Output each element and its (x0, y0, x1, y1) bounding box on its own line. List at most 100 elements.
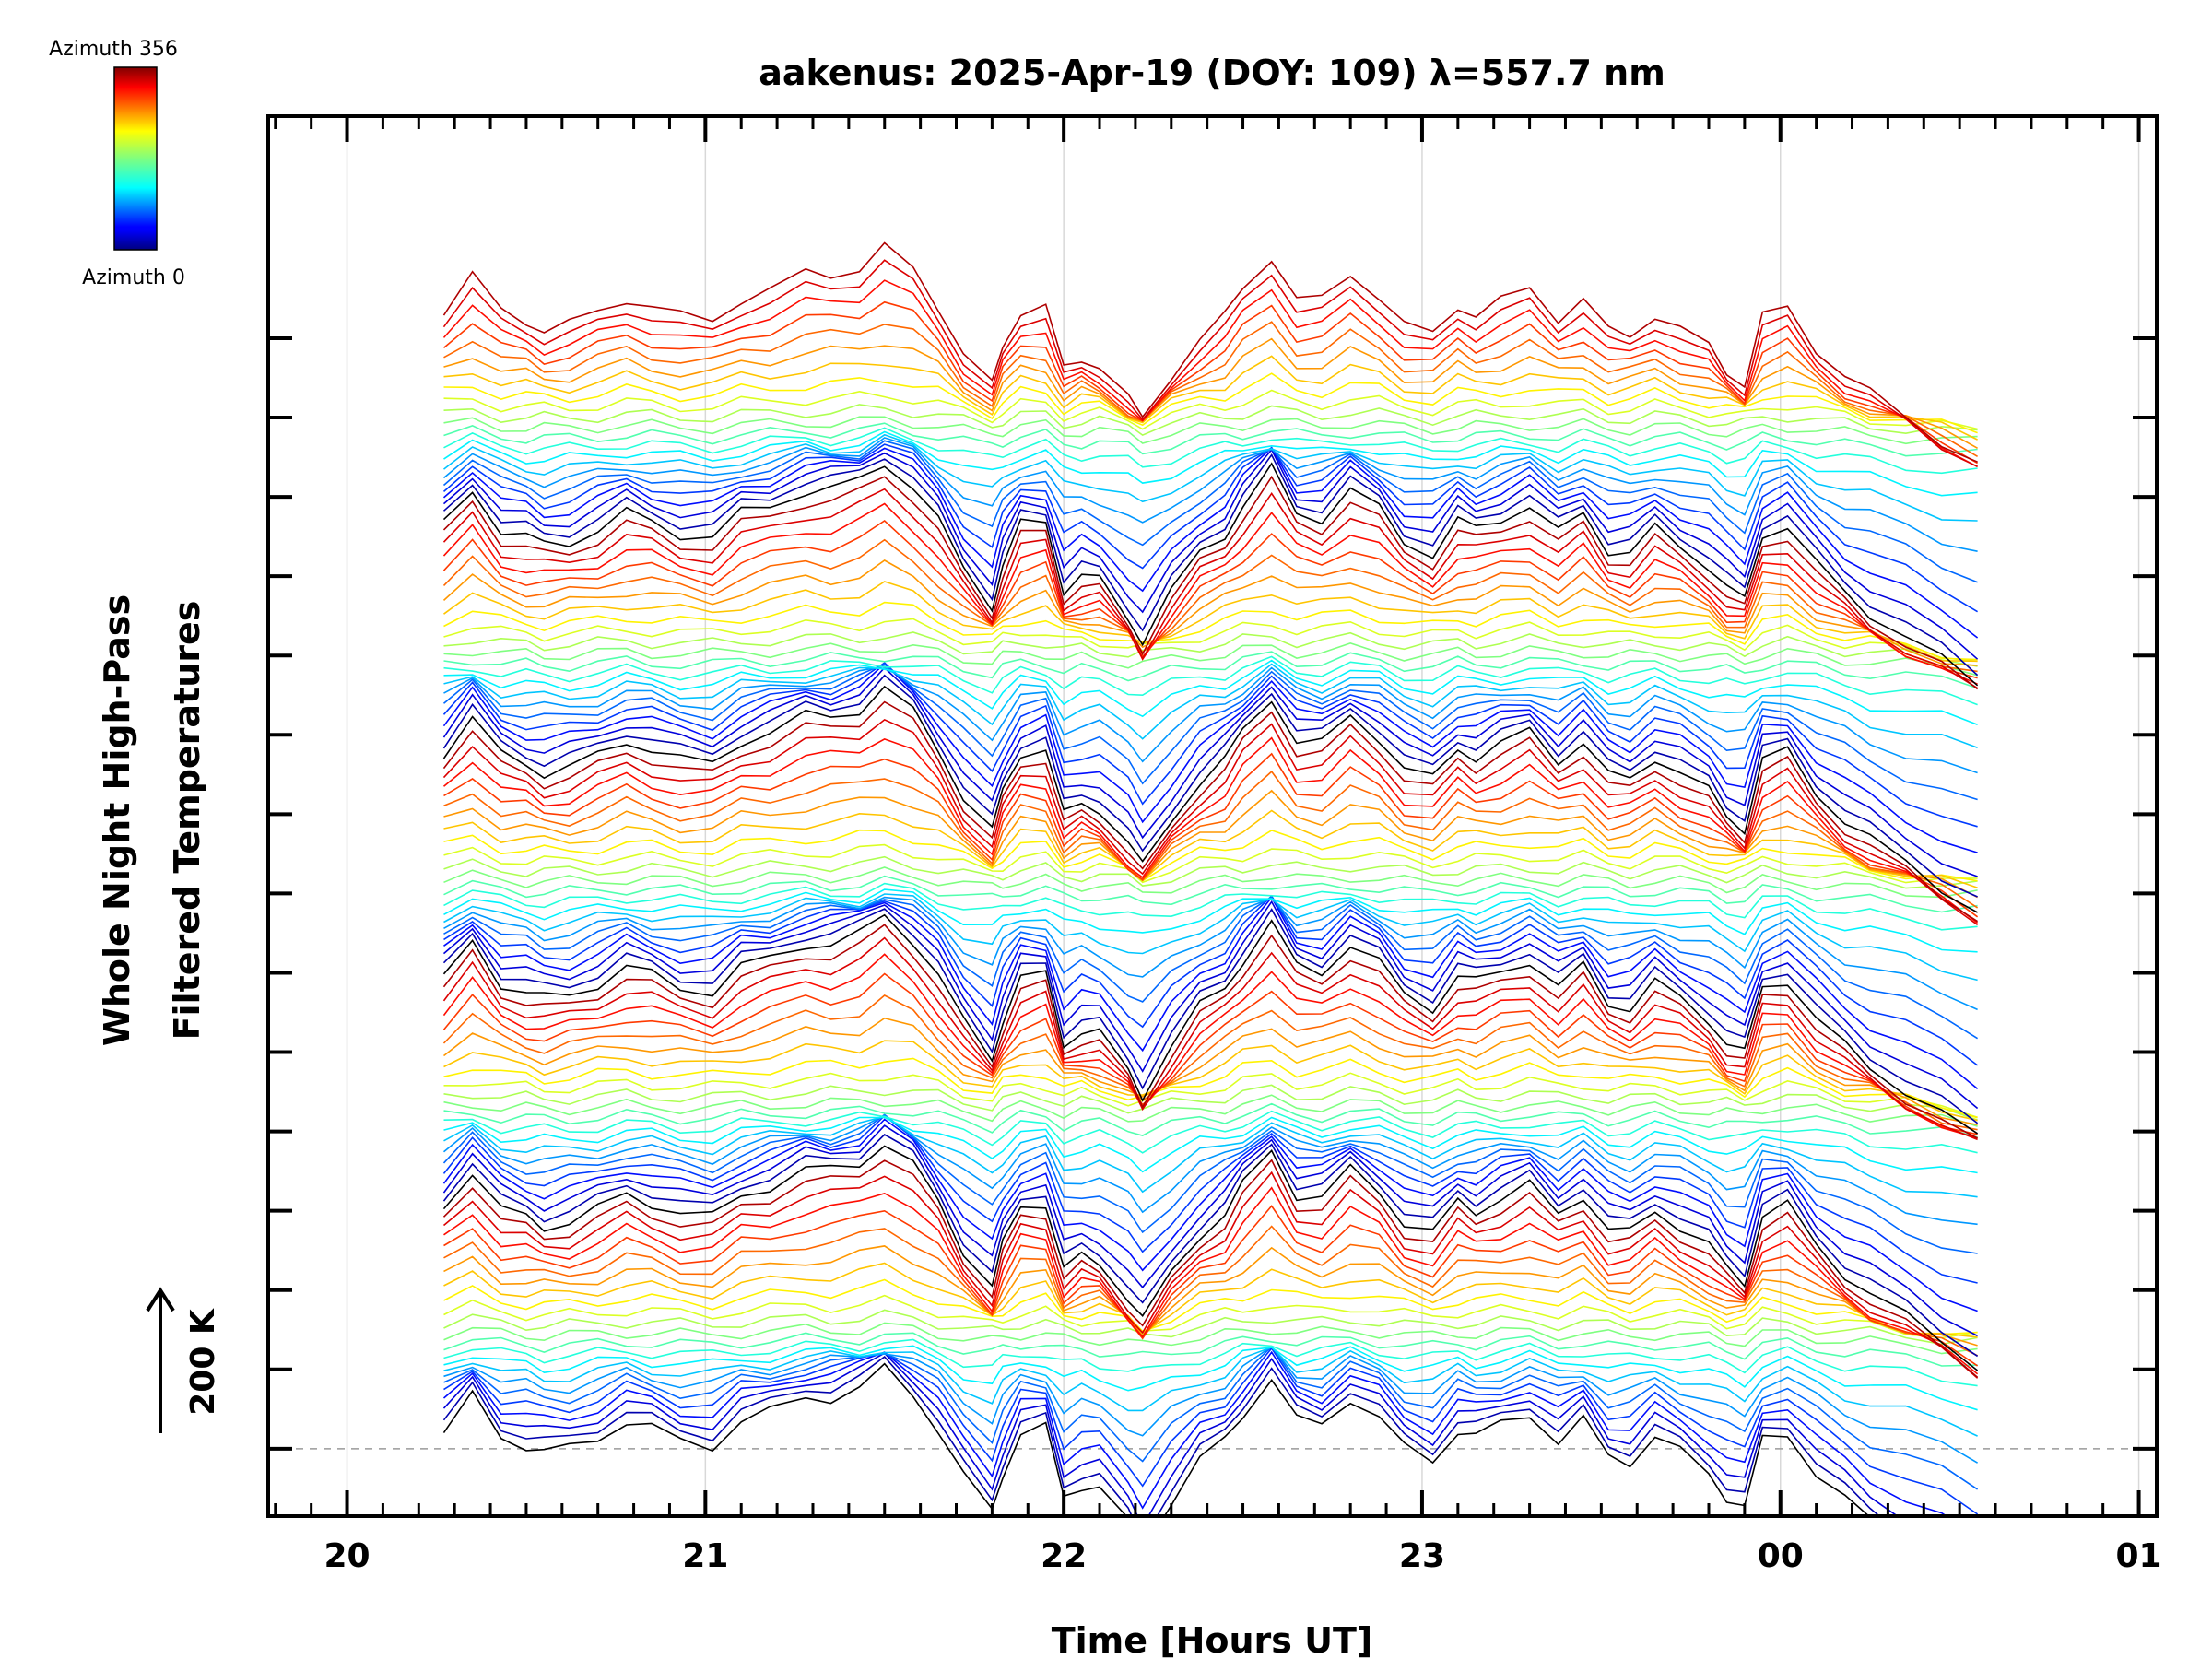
series-line (442, 674, 1978, 898)
series-line (443, 355, 1978, 441)
x-tick-label: 22 (1041, 1537, 1087, 1575)
series-line (442, 1134, 1979, 1358)
series-line (443, 770, 1979, 909)
colorbar-top-label: Azimuth 356 (49, 38, 178, 61)
series-line (443, 651, 1978, 689)
series-line (442, 475, 1979, 690)
series-line (442, 440, 1978, 583)
series-line (443, 1338, 1978, 1387)
grid-layer (268, 116, 2157, 1516)
series-line (443, 416, 1978, 445)
x-tick-label: 21 (682, 1537, 728, 1575)
series-line (442, 1350, 1948, 1516)
x-tick-label: 00 (1758, 1537, 1804, 1575)
series-line (443, 601, 1978, 661)
y-axis-label-line2: Filtered Temperatures (167, 601, 207, 1041)
series-layer (442, 241, 1979, 1516)
series-line (442, 488, 1979, 689)
series-line (442, 241, 1978, 463)
series-line (442, 924, 1978, 1139)
series-line (443, 655, 1978, 706)
series-line (443, 1345, 1979, 1490)
series-line (443, 1072, 1978, 1118)
tick-layer: 20 21 22 23 00 01 (268, 116, 2162, 1575)
series-line (442, 1145, 1979, 1371)
series-line (443, 896, 1979, 1090)
series-line (442, 538, 1978, 673)
series-line (442, 1352, 1900, 1516)
x-tick-label: 23 (1399, 1537, 1445, 1575)
series-line (442, 559, 1978, 666)
series-line (443, 1040, 1978, 1122)
series-line (442, 972, 1978, 1135)
series-line (443, 752, 1979, 918)
series-line (443, 1309, 1978, 1346)
series-line (442, 502, 1978, 685)
series-line (442, 1113, 1978, 1254)
series-line (443, 1322, 1978, 1355)
y-axis-label-line1: Whole Night High-Pass (97, 594, 137, 1046)
series-line (443, 1294, 1978, 1339)
series-line (443, 372, 1978, 434)
series-line (442, 1362, 1870, 1516)
series-line (443, 659, 1978, 726)
series-line (443, 843, 1978, 884)
series-line (443, 321, 1979, 457)
plot-frame (266, 114, 2159, 1518)
series-line (443, 1345, 1978, 1411)
series-line (442, 1171, 1979, 1379)
series-line (442, 662, 1978, 828)
series-line (443, 404, 1978, 437)
series-line (443, 1110, 1978, 1154)
series-line (443, 1225, 1978, 1357)
series-line (442, 446, 1979, 639)
series-line (442, 1159, 1979, 1379)
series-line (443, 1186, 1979, 1375)
series-line (443, 1346, 1979, 1464)
series-line (442, 953, 1978, 1139)
series-line (443, 663, 1978, 748)
series-line (443, 665, 1978, 774)
series-line (443, 1057, 1978, 1119)
series-line (442, 519, 1978, 679)
series-line (442, 259, 1978, 467)
chart-title: aakenus: 2025-Apr-19 (DOY: 109) λ=557.7 … (759, 53, 1665, 93)
series-line (442, 908, 1979, 1124)
series-line (442, 1356, 1881, 1516)
series-line (442, 685, 1978, 913)
series-line (443, 1205, 1979, 1367)
series-line (443, 642, 1978, 677)
series-line (442, 279, 1978, 468)
series-line (443, 337, 1978, 449)
series-line (442, 736, 1979, 924)
series-line (443, 618, 1978, 663)
series-line (443, 427, 1978, 475)
series-line (443, 1262, 1978, 1338)
series-line (443, 430, 1978, 497)
series-line (442, 718, 1979, 926)
series-line (443, 1278, 1978, 1335)
series-line (443, 888, 1978, 953)
series-line (443, 855, 1978, 889)
series-line (443, 894, 1979, 1066)
series-line (443, 875, 1978, 913)
series-line (442, 936, 1978, 1141)
series-line (443, 1102, 1978, 1138)
series-line (442, 443, 1979, 613)
series-line (443, 433, 1978, 522)
colorbar (113, 66, 158, 251)
series-line (443, 1346, 1978, 1437)
series-line (442, 300, 1978, 465)
series-line (443, 1115, 1978, 1198)
series-line (443, 1094, 1978, 1127)
series-line (443, 1347, 1979, 1515)
series-line (442, 1114, 1978, 1284)
colorbar-bottom-label: Azimuth 0 (82, 266, 185, 289)
series-line (442, 666, 1978, 877)
series-line (443, 1084, 1978, 1121)
x-tick-label: 20 (324, 1537, 370, 1575)
series-line (443, 422, 1978, 457)
series-line (442, 1124, 1978, 1337)
x-axis-label: Time [Hours UT] (1052, 1620, 1373, 1659)
